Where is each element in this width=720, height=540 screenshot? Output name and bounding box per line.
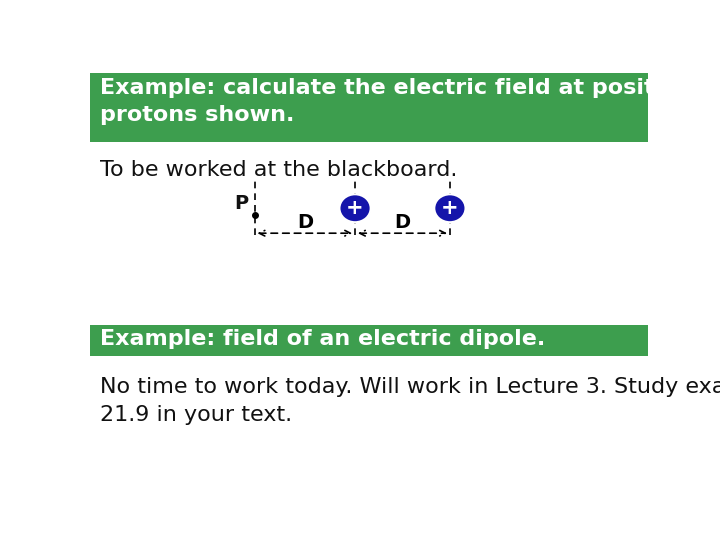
Text: D: D xyxy=(395,213,410,232)
Text: No time to work today. Will work in Lecture 3. Study example
21.9 in your text.: No time to work today. Will work in Lect… xyxy=(100,377,720,424)
Text: To be worked at the blackboard.: To be worked at the blackboard. xyxy=(100,160,457,180)
Text: +: + xyxy=(441,198,459,218)
Text: D: D xyxy=(297,213,313,232)
Bar xyxy=(90,325,648,356)
Text: Example: calculate the electric field at position P due to the two
protons shown: Example: calculate the electric field at… xyxy=(100,78,720,125)
Ellipse shape xyxy=(434,194,466,222)
Text: P: P xyxy=(234,194,248,213)
Text: Example: field of an electric dipole.: Example: field of an electric dipole. xyxy=(100,329,545,349)
Bar xyxy=(90,73,648,141)
Ellipse shape xyxy=(339,194,371,222)
Text: +: + xyxy=(346,198,364,218)
